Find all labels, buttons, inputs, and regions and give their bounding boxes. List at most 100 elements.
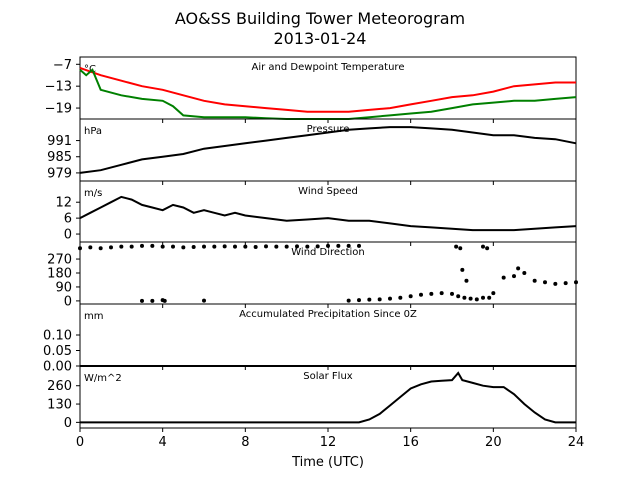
x-tick-label: 12 <box>320 435 337 450</box>
data-point <box>171 244 175 249</box>
panel-unit-label: m/s <box>84 188 102 199</box>
data-point <box>458 246 463 251</box>
data-point <box>295 244 299 249</box>
data-point <box>419 292 423 297</box>
data-point <box>512 274 516 279</box>
y-tick-label: 12 <box>55 196 72 211</box>
data-point <box>160 244 165 249</box>
data-point <box>212 244 217 249</box>
data-point <box>357 298 361 303</box>
y-tick-label: 180 <box>47 267 72 282</box>
data-point <box>315 244 320 249</box>
panel-4: 0.100.050.00 Accumulated Precipitation Si… <box>43 303 577 375</box>
data-point <box>468 296 473 301</box>
series-line <box>79 195 577 232</box>
data-point <box>388 296 392 301</box>
data-point <box>454 244 459 249</box>
series-line <box>80 371 576 424</box>
y-tick-label: 979 <box>47 166 72 181</box>
data-point <box>429 291 434 296</box>
data-point <box>243 244 248 249</box>
data-point <box>516 266 521 271</box>
data-point <box>543 280 547 285</box>
x-axis-label: Time (UTC) <box>291 455 364 470</box>
x-tick-label: 4 <box>159 435 167 450</box>
series-line <box>79 126 577 174</box>
panel-5: 260 130 0 Solar Flux W/m^2 <box>47 365 577 432</box>
data-point <box>202 298 206 303</box>
panels-group: −7 −13 −19 Air and Dewpoint Temperature °C 99… <box>43 56 578 432</box>
y-tick-label: 0.10 <box>43 329 72 344</box>
data-point <box>264 244 268 249</box>
y-tick-label: 90 <box>55 280 72 295</box>
data-point <box>367 297 372 302</box>
data-point <box>140 243 144 248</box>
panel-title: Air and Dewpoint Temperature <box>252 62 405 73</box>
data-point <box>553 281 558 286</box>
y-tick-label: −19 <box>45 102 72 117</box>
data-point <box>284 244 289 249</box>
y-tick-label: 0.00 <box>43 360 72 375</box>
data-point <box>439 291 444 296</box>
panel-title: Wind Speed <box>298 186 358 197</box>
data-point <box>162 298 167 303</box>
data-point <box>485 246 490 251</box>
y-tick-label: 985 <box>47 150 72 165</box>
data-point <box>202 244 206 249</box>
data-point <box>487 295 492 300</box>
data-point <box>336 243 341 248</box>
y-tick-label: 0 <box>64 416 72 431</box>
data-point <box>326 243 330 248</box>
data-point <box>140 298 144 303</box>
data-point <box>408 294 413 299</box>
data-point <box>233 244 237 249</box>
data-point <box>522 271 527 275</box>
data-point <box>88 245 93 250</box>
data-point <box>481 295 485 300</box>
y-tick-label: 6 <box>64 212 72 227</box>
y-tick-label: 130 <box>47 398 72 413</box>
panel-title: Solar Flux <box>303 371 353 382</box>
panel-0: −7 −13 −19 Air and Dewpoint Temperature °C <box>45 56 577 123</box>
data-point <box>563 281 568 286</box>
data-point <box>574 280 578 285</box>
y-tick-label: 0 <box>64 294 72 309</box>
data-point <box>491 291 496 296</box>
data-point <box>222 244 227 249</box>
x-axis: 0 4 8 12 16 20 24 <box>76 435 584 450</box>
data-point <box>474 297 479 302</box>
x-tick-label: 24 <box>568 435 585 450</box>
data-point <box>357 243 361 248</box>
data-point <box>464 278 469 283</box>
panel-unit-label: °C <box>84 64 96 75</box>
data-point <box>398 295 403 300</box>
data-point <box>305 244 310 249</box>
y-tick-label: 260 <box>47 379 72 394</box>
data-point <box>150 298 155 303</box>
data-point <box>150 243 155 248</box>
x-tick-label: 8 <box>241 435 249 450</box>
data-point <box>346 298 351 303</box>
figure-subtitle: 2013-01-24 <box>274 29 367 48</box>
x-tick-label: 0 <box>76 435 84 450</box>
series-line <box>79 66 576 113</box>
y-tick-label: 991 <box>47 134 72 149</box>
data-point <box>501 275 506 280</box>
data-point <box>462 295 467 300</box>
data-point <box>98 246 103 251</box>
panel-title: Pressure <box>307 124 350 135</box>
y-tick-label: 0 <box>64 228 72 243</box>
data-point <box>532 278 537 283</box>
data-point <box>78 246 82 251</box>
data-point <box>119 244 124 249</box>
panel-title: Wind Direction <box>291 247 365 258</box>
data-point <box>450 291 454 296</box>
data-point <box>274 244 279 249</box>
panel-unit-label: W/m^2 <box>84 373 122 384</box>
data-point <box>481 244 485 249</box>
figure-title: AO&SS Building Tower Meteorogram <box>175 9 465 28</box>
